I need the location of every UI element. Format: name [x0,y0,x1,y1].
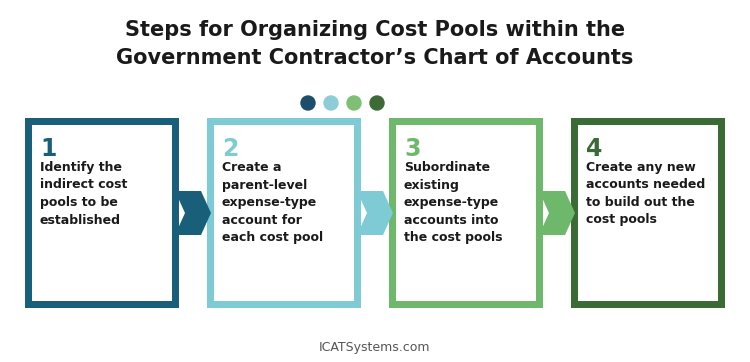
Text: ICATSystems.com: ICATSystems.com [320,341,430,354]
Text: Identify the
indirect cost
pools to be
established: Identify the indirect cost pools to be e… [40,161,128,227]
Circle shape [347,96,361,110]
Polygon shape [539,191,575,235]
Polygon shape [578,125,718,301]
Polygon shape [571,118,725,308]
Polygon shape [214,125,354,301]
Text: 4: 4 [586,137,602,161]
Polygon shape [25,118,179,308]
Text: Steps for Organizing Cost Pools within the: Steps for Organizing Cost Pools within t… [125,20,625,40]
Text: Create a
parent-level
expense-type
account for
each cost pool: Create a parent-level expense-type accou… [222,161,323,244]
Polygon shape [389,118,543,308]
Polygon shape [207,118,361,308]
Polygon shape [175,191,211,235]
Polygon shape [32,125,172,301]
Text: 2: 2 [222,137,238,161]
Polygon shape [357,191,393,235]
Polygon shape [396,125,536,301]
Circle shape [301,96,315,110]
Text: Subordinate
existing
expense-type
accounts into
the cost pools: Subordinate existing expense-type accoun… [404,161,502,244]
Text: Government Contractor’s Chart of Accounts: Government Contractor’s Chart of Account… [116,48,634,68]
Text: Create any new
accounts needed
to build out the
cost pools: Create any new accounts needed to build … [586,161,705,227]
Text: 1: 1 [40,137,56,161]
Text: 3: 3 [404,137,421,161]
Circle shape [370,96,384,110]
Circle shape [324,96,338,110]
